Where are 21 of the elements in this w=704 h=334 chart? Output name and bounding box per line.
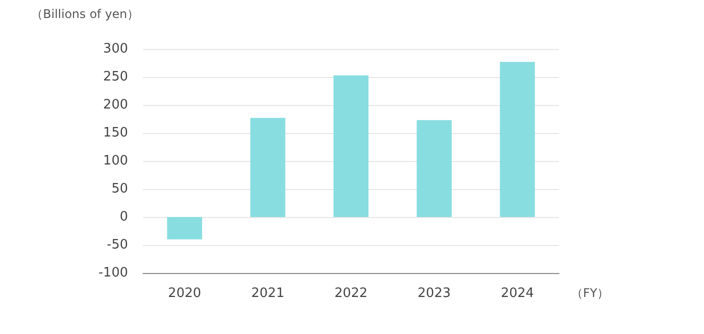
y-tick-label: 300: [103, 42, 128, 56]
y-tick-label: 0: [120, 210, 128, 224]
y-tick-label: 200: [103, 98, 128, 112]
y-tick-label: 150: [103, 126, 128, 140]
bar: [416, 120, 452, 217]
y-tick-label: -100: [98, 266, 128, 280]
x-tick-label: 2020: [168, 286, 202, 301]
x-tick-label: 2024: [500, 286, 534, 301]
bar: [334, 75, 368, 217]
x-tick-label: 2021: [251, 286, 284, 301]
bar: [167, 217, 202, 240]
x-tick-label: 2023: [418, 286, 451, 301]
x-tick-label: 2022: [334, 286, 368, 301]
y-axis-title: （Billions of yen）: [31, 7, 140, 21]
x-axis-title: （FY）: [571, 286, 610, 300]
y-tick-label: 100: [103, 154, 128, 168]
bar: [250, 118, 286, 217]
y-tick-label: 50: [111, 182, 128, 196]
y-tick-label: -50: [106, 238, 128, 252]
y-tick-label: 250: [103, 70, 128, 84]
bar: [500, 62, 535, 217]
